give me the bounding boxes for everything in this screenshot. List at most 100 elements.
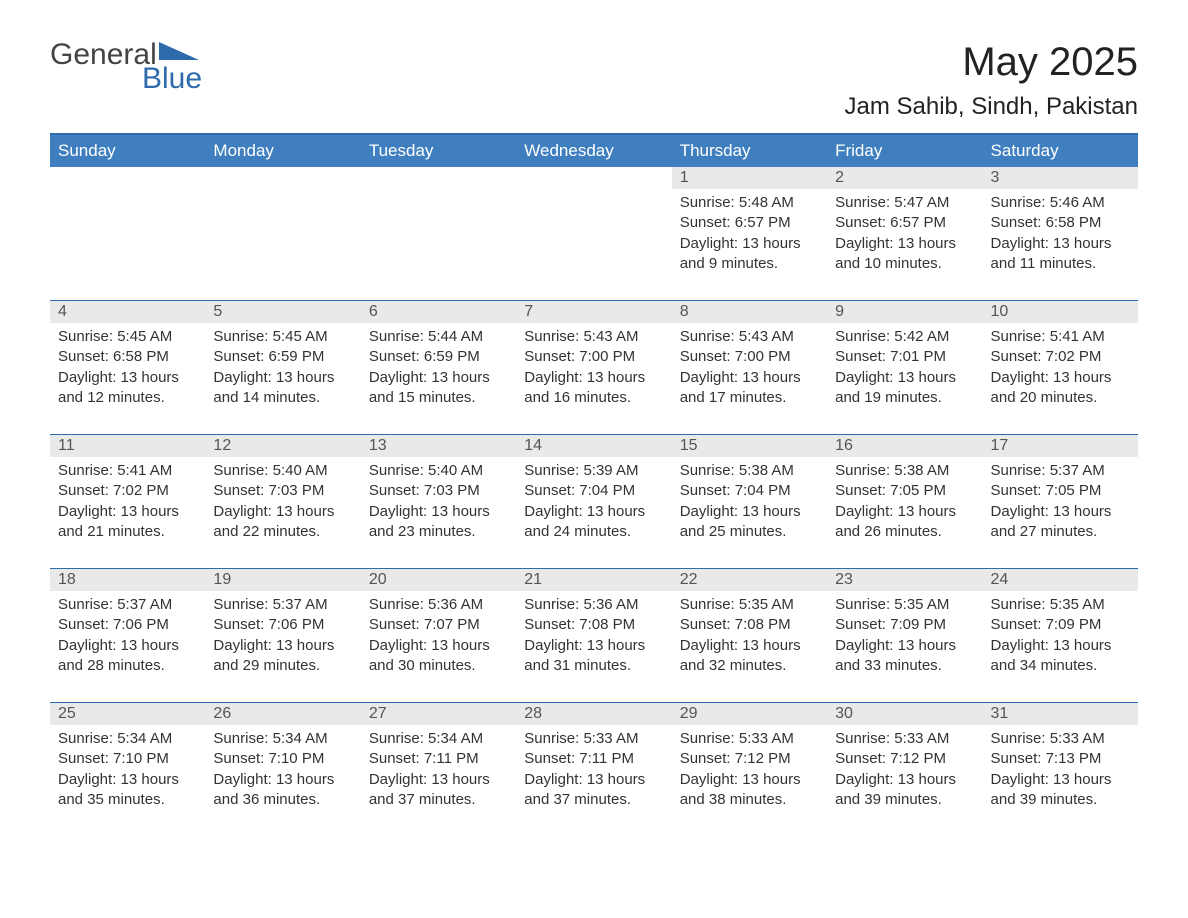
day-data-cell: Sunrise: 5:39 AMSunset: 7:04 PMDaylight:… <box>516 457 671 569</box>
day-number-cell: 19 <box>205 569 360 591</box>
sunrise-line: Sunrise: 5:35 AM <box>991 595 1130 615</box>
daylight-line: Daylight: 13 hours and 12 minutes. <box>58 368 197 409</box>
sunset-line: Sunset: 6:57 PM <box>835 213 974 233</box>
sunrise-line: Sunrise: 5:38 AM <box>680 461 819 481</box>
day-number-cell: 2 <box>827 167 982 189</box>
day-data-cell: Sunrise: 5:35 AMSunset: 7:09 PMDaylight:… <box>983 591 1138 703</box>
logo-triangle-icon <box>159 42 199 60</box>
sunset-line: Sunset: 7:03 PM <box>213 481 352 501</box>
sunset-line: Sunset: 7:12 PM <box>680 749 819 769</box>
daylight-line: Daylight: 13 hours and 21 minutes. <box>58 502 197 543</box>
sunset-line: Sunset: 7:06 PM <box>213 615 352 635</box>
sunset-line: Sunset: 7:04 PM <box>680 481 819 501</box>
day-number-cell: 11 <box>50 435 205 457</box>
sunrise-line: Sunrise: 5:40 AM <box>213 461 352 481</box>
sunset-line: Sunset: 7:06 PM <box>58 615 197 635</box>
sunset-line: Sunset: 7:09 PM <box>835 615 974 635</box>
day-number-cell: 26 <box>205 703 360 725</box>
sunrise-line: Sunrise: 5:43 AM <box>524 327 663 347</box>
day-number-cell: 13 <box>361 435 516 457</box>
daylight-line: Daylight: 13 hours and 15 minutes. <box>369 368 508 409</box>
sunrise-line: Sunrise: 5:37 AM <box>58 595 197 615</box>
daylight-line: Daylight: 13 hours and 37 minutes. <box>369 770 508 811</box>
day-number-cell: 28 <box>516 703 671 725</box>
sunrise-line: Sunrise: 5:42 AM <box>835 327 974 347</box>
daylight-line: Daylight: 13 hours and 17 minutes. <box>680 368 819 409</box>
day-data-cell: Sunrise: 5:40 AMSunset: 7:03 PMDaylight:… <box>205 457 360 569</box>
day-data-row: Sunrise: 5:34 AMSunset: 7:10 PMDaylight:… <box>50 725 1138 818</box>
day-number-cell: 3 <box>983 167 1138 189</box>
day-number-row: 45678910 <box>50 301 1138 323</box>
sunset-line: Sunset: 7:02 PM <box>991 347 1130 367</box>
day-number-cell: 5 <box>205 301 360 323</box>
day-data-cell: Sunrise: 5:41 AMSunset: 7:02 PMDaylight:… <box>983 323 1138 435</box>
sunrise-line: Sunrise: 5:36 AM <box>524 595 663 615</box>
day-number-cell: 12 <box>205 435 360 457</box>
sunrise-line: Sunrise: 5:35 AM <box>680 595 819 615</box>
day-number-row: 25262728293031 <box>50 703 1138 725</box>
daylight-line: Daylight: 13 hours and 27 minutes. <box>991 502 1130 543</box>
daylight-line: Daylight: 13 hours and 39 minutes. <box>835 770 974 811</box>
day-number-cell: 7 <box>516 301 671 323</box>
sunrise-line: Sunrise: 5:33 AM <box>680 729 819 749</box>
day-data-cell: Sunrise: 5:35 AMSunset: 7:09 PMDaylight:… <box>827 591 982 703</box>
sunset-line: Sunset: 7:00 PM <box>524 347 663 367</box>
day-data-row: Sunrise: 5:41 AMSunset: 7:02 PMDaylight:… <box>50 457 1138 569</box>
title-block: May 2025 Jam Sahib, Sindh, Pakistan <box>845 40 1139 121</box>
sunset-line: Sunset: 7:12 PM <box>835 749 974 769</box>
sunset-line: Sunset: 6:59 PM <box>369 347 508 367</box>
sunrise-line: Sunrise: 5:34 AM <box>58 729 197 749</box>
sunrise-line: Sunrise: 5:33 AM <box>991 729 1130 749</box>
day-data-cell: Sunrise: 5:34 AMSunset: 7:10 PMDaylight:… <box>50 725 205 818</box>
day-number-cell: 31 <box>983 703 1138 725</box>
month-title: May 2025 <box>845 40 1139 85</box>
daylight-line: Daylight: 13 hours and 29 minutes. <box>213 636 352 677</box>
sunset-line: Sunset: 7:03 PM <box>369 481 508 501</box>
day-data-cell: Sunrise: 5:35 AMSunset: 7:08 PMDaylight:… <box>672 591 827 703</box>
day-number-cell <box>50 167 205 189</box>
sunrise-line: Sunrise: 5:41 AM <box>991 327 1130 347</box>
day-number-row: 123 <box>50 167 1138 189</box>
sunset-line: Sunset: 6:58 PM <box>58 347 197 367</box>
sunset-line: Sunset: 7:13 PM <box>991 749 1130 769</box>
daylight-line: Daylight: 13 hours and 23 minutes. <box>369 502 508 543</box>
day-number-cell: 30 <box>827 703 982 725</box>
day-header: Wednesday <box>516 134 671 167</box>
sunset-line: Sunset: 7:09 PM <box>991 615 1130 635</box>
day-number-row: 18192021222324 <box>50 569 1138 591</box>
day-data-row: Sunrise: 5:48 AM Sunset: 6:57 PMDaylight:… <box>50 189 1138 301</box>
sunset-line: Sunset: 7:11 PM <box>524 749 663 769</box>
daylight-line: Daylight: 13 hours and 32 minutes. <box>680 636 819 677</box>
daylight-line: Daylight: 13 hours and 31 minutes. <box>524 636 663 677</box>
day-data-cell: Sunrise: 5:33 AMSunset: 7:12 PMDaylight:… <box>827 725 982 818</box>
daylight-line: Daylight: 13 hours and 36 minutes. <box>213 770 352 811</box>
day-data-cell: Sunrise: 5:37 AMSunset: 7:06 PMDaylight:… <box>205 591 360 703</box>
daylight-line: Daylight: 13 hours and 16 minutes. <box>524 368 663 409</box>
location-subtitle: Jam Sahib, Sindh, Pakistan <box>845 93 1139 121</box>
day-header: Thursday <box>672 134 827 167</box>
daylight-line: Daylight: 13 hours and 25 minutes. <box>680 502 819 543</box>
daylight-line: Daylight: 13 hours and 10 minutes. <box>835 234 974 275</box>
day-data-cell: Sunrise: 5:41 AMSunset: 7:02 PMDaylight:… <box>50 457 205 569</box>
daylight-line: Daylight: 13 hours and 24 minutes. <box>524 502 663 543</box>
daylight-line: Daylight: 13 hours and 14 minutes. <box>213 368 352 409</box>
day-data-row: Sunrise: 5:45 AMSunset: 6:58 PMDaylight:… <box>50 323 1138 435</box>
logo-word-blue: Blue <box>142 64 202 94</box>
day-number-cell: 6 <box>361 301 516 323</box>
sunrise-line: Sunrise: 5:39 AM <box>524 461 663 481</box>
logo-word-general: General <box>50 40 157 70</box>
day-data-cell: Sunrise: 5:44 AMSunset: 6:59 PMDaylight:… <box>361 323 516 435</box>
sunrise-line: Sunrise: 5:46 AM <box>991 193 1130 213</box>
day-number-cell: 18 <box>50 569 205 591</box>
day-number-cell: 27 <box>361 703 516 725</box>
day-number-row: 11121314151617 <box>50 435 1138 457</box>
day-data-cell: Sunrise: 5:36 AMSunset: 7:07 PMDaylight:… <box>361 591 516 703</box>
day-number-cell: 22 <box>672 569 827 591</box>
day-data-cell: Sunrise: 5:33 AMSunset: 7:11 PMDaylight:… <box>516 725 671 818</box>
sunrise-line: Sunrise: 5:41 AM <box>58 461 197 481</box>
day-number-cell: 21 <box>516 569 671 591</box>
day-header: Sunday <box>50 134 205 167</box>
daylight-line: Daylight: 13 hours and 35 minutes. <box>58 770 197 811</box>
sunset-line: Sunset: 7:01 PM <box>835 347 974 367</box>
sunrise-line: Sunrise: 5:48 AM <box>680 193 819 213</box>
